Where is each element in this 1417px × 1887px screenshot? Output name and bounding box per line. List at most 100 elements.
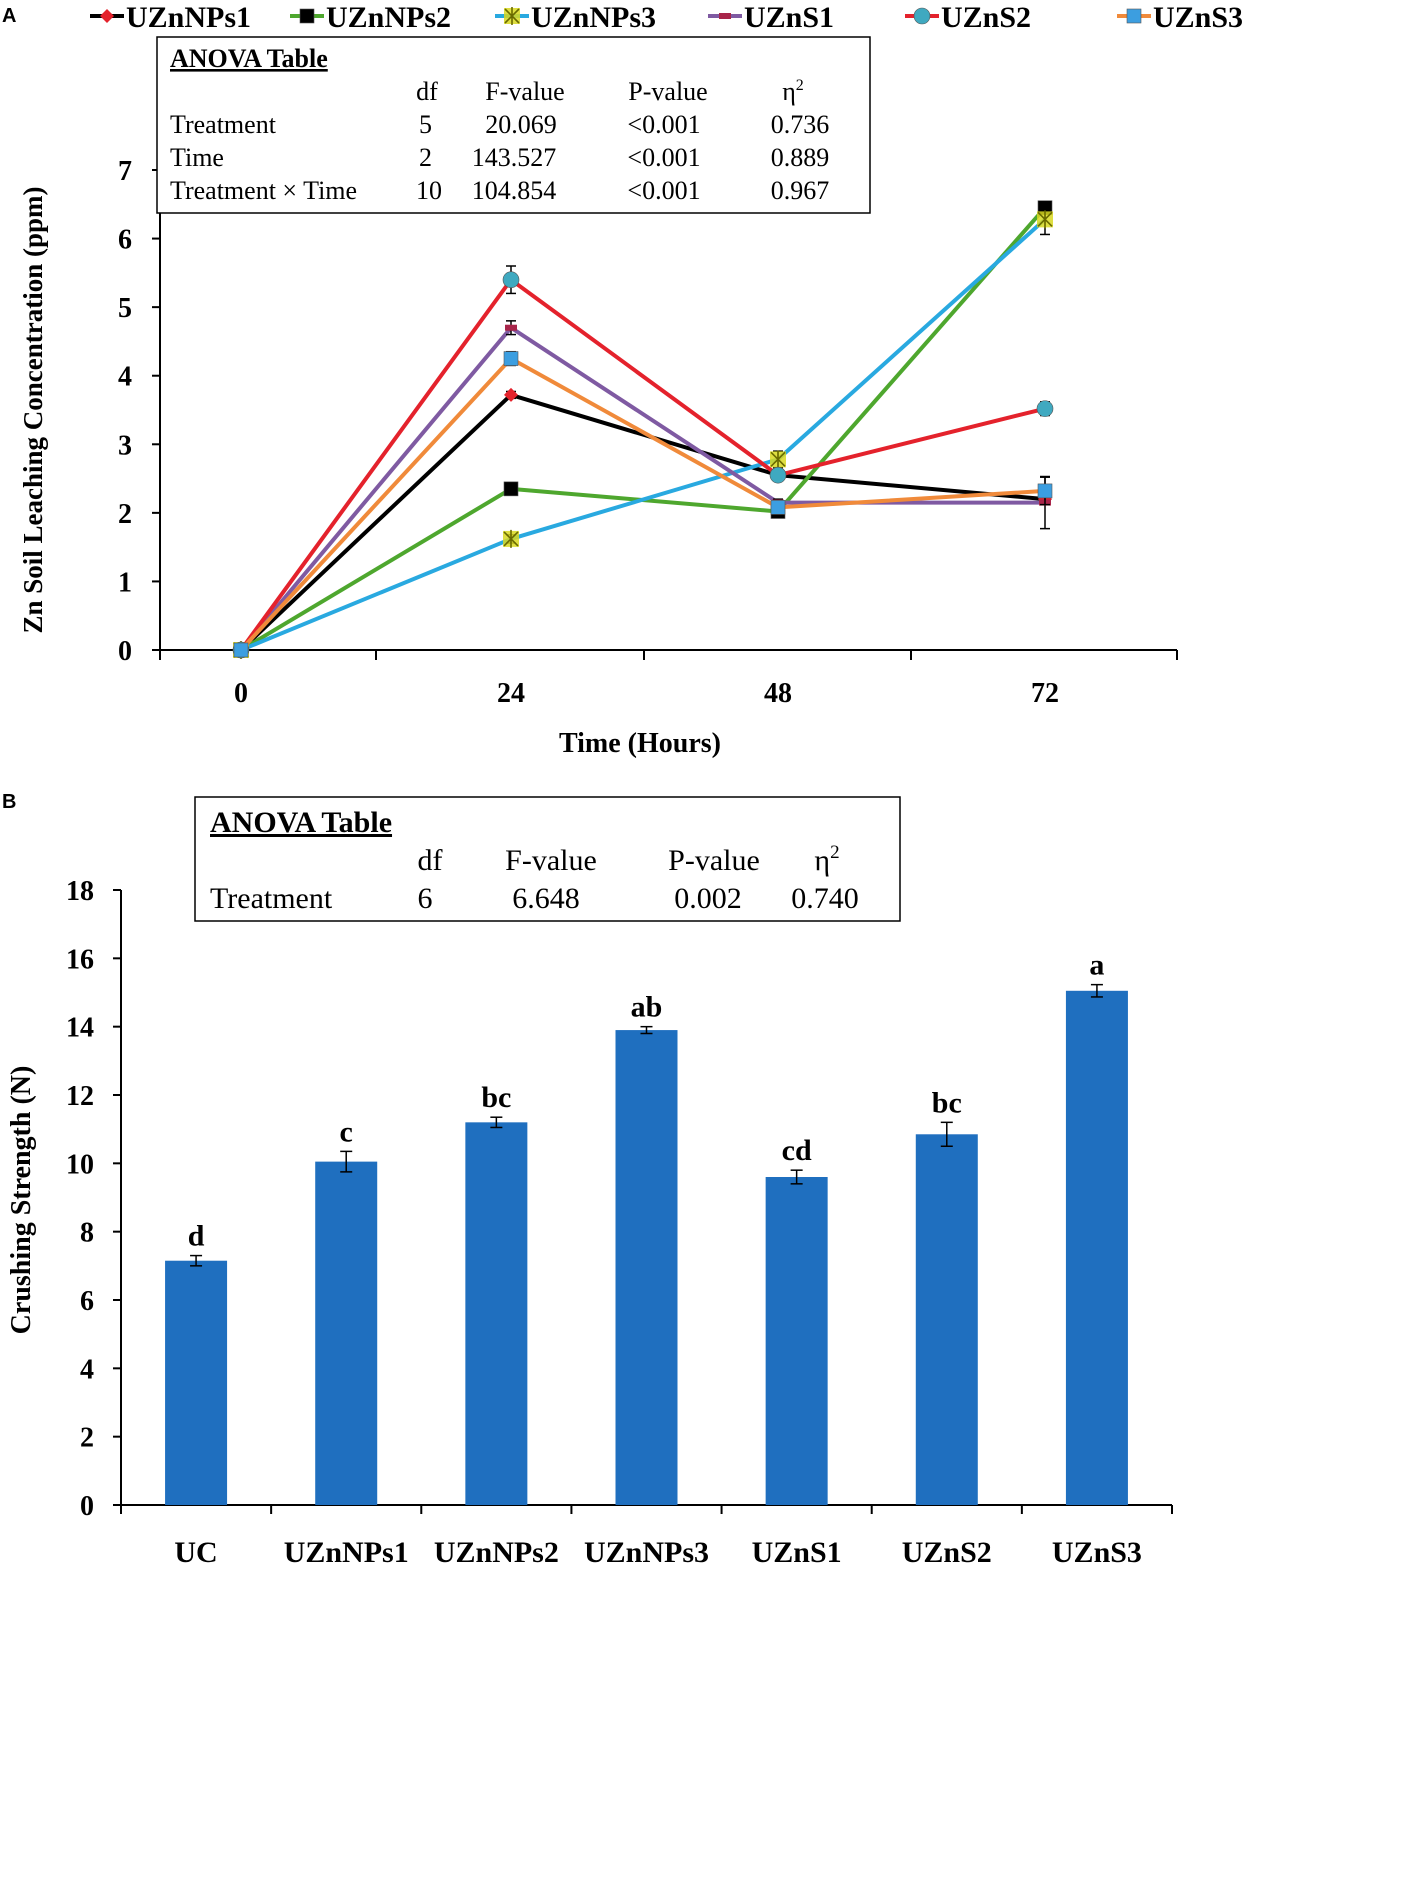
data-point — [233, 642, 249, 658]
data-point — [770, 450, 786, 469]
y-axis-title-a: Zn Soil Leaching Concentration (ppm) — [18, 186, 48, 633]
marker-star — [1037, 210, 1053, 229]
marker-circle — [913, 7, 931, 25]
bar — [165, 1260, 228, 1505]
y-tick-label: 1 — [118, 567, 132, 598]
anova-col-df-a: df — [416, 77, 438, 106]
marker-bar — [505, 324, 517, 331]
legend-label: UZnNPs2 — [326, 1, 451, 34]
y-tick-label: 16 — [66, 944, 94, 975]
anova-box-a — [156, 36, 871, 214]
anova-title-a: ANOVA Table — [170, 44, 328, 73]
anova-row-p: <0.001 — [627, 110, 700, 139]
legend-marker — [913, 7, 931, 25]
y-tick-label: 0 — [80, 1491, 94, 1522]
y-tick-label: 6 — [118, 225, 132, 256]
bar-group: a — [1065, 949, 1128, 1505]
y-tick-label: 7 — [118, 156, 132, 187]
marker-star — [503, 529, 519, 548]
x-tick-label: UC — [174, 1536, 217, 1569]
data-point — [503, 351, 519, 366]
bar-group: bc — [915, 1086, 978, 1505]
legend-label: UZnS1 — [744, 1, 834, 34]
legend-item: UZnS3 — [1117, 1, 1243, 34]
y-tick-label: 12 — [66, 1081, 94, 1112]
anova-row-f-b: 6.648 — [512, 882, 580, 915]
x-tick-label: 0 — [234, 678, 248, 709]
marker-square — [503, 351, 519, 366]
legend-item: UZnS1 — [708, 1, 834, 34]
bars-group-b: d c bc ab cd bc a — [165, 949, 1128, 1505]
anova-title-b: ANOVA Table — [210, 806, 392, 839]
legend-item: UZnNPs2 — [290, 1, 451, 34]
data-point — [1037, 210, 1053, 229]
anova-row-eta: 0.967 — [771, 176, 830, 205]
data-point — [770, 500, 786, 515]
y-ticks-a: 0 1 2 3 4 5 6 7 — [118, 156, 160, 667]
series-group-a — [232, 200, 1054, 659]
legend-marker — [504, 7, 520, 25]
data-point — [503, 481, 519, 497]
marker-star — [770, 450, 786, 469]
marker-square — [770, 500, 786, 515]
bar-group: cd — [765, 1134, 828, 1505]
legend-marker — [1126, 8, 1142, 24]
anova-row-df-b: 6 — [418, 882, 433, 915]
bar — [1065, 990, 1128, 1505]
anova-row-df: 2 — [419, 143, 432, 172]
legend-item: UZnNPs1 — [90, 1, 251, 34]
significance-letter: bc — [932, 1086, 962, 1119]
series-line — [239, 277, 1046, 652]
anova-row-eta: 0.889 — [771, 143, 830, 172]
panel-label-b: B — [2, 791, 16, 813]
series-line — [239, 325, 1045, 652]
eta-base-a: η — [782, 77, 796, 106]
anova-row-source-b: Treatment — [210, 882, 333, 915]
significance-letter: d — [188, 1220, 205, 1253]
y-ticks-b: 0 2 4 6 8 10 12 14 16 18 — [66, 876, 121, 1522]
marker-diamond — [100, 9, 114, 23]
x-tick-label: UZnNPs3 — [584, 1536, 709, 1569]
y-tick-label: 5 — [118, 293, 132, 324]
eta-sup-b: 2 — [830, 842, 840, 863]
y-tick-label: 4 — [80, 1354, 94, 1385]
data-point — [505, 324, 517, 331]
bar-group: d — [165, 1220, 228, 1505]
eta-sup-a: 2 — [796, 77, 804, 94]
anova-row-df: 10 — [416, 176, 442, 205]
panel-label-a: A — [2, 5, 16, 27]
data-point — [502, 271, 520, 289]
bar-group: c — [315, 1115, 378, 1505]
anova-col-p-b: P-value — [668, 844, 760, 877]
anova-row-p: <0.001 — [627, 143, 700, 172]
anova-col-p-a: P-value — [628, 77, 707, 106]
bar — [465, 1122, 528, 1505]
eta-base-b: η — [814, 844, 830, 877]
anova-row-source: Treatment — [170, 110, 277, 139]
bar — [915, 1134, 978, 1505]
x-tick-label: 48 — [764, 678, 792, 709]
x-axis-title-a: Time (Hours) — [559, 728, 721, 759]
x-tick-label: UZnNPs1 — [284, 1536, 409, 1569]
legend-marker — [100, 9, 114, 23]
anova-table-b: ANOVA Table df F-value P-value η2 Treatm… — [194, 796, 901, 922]
y-tick-label: 14 — [66, 1013, 94, 1044]
legend-label: UZnS2 — [941, 1, 1031, 34]
series-uznnps3 — [233, 203, 1053, 659]
anova-row-source: Treatment × Time — [170, 176, 357, 205]
marker-square — [1037, 483, 1053, 499]
significance-letter: a — [1089, 949, 1104, 982]
marker-bar — [719, 13, 731, 19]
panel-a: A UZnNPs1 UZnNPs2 UZnNPs3 UZnS1 UZnS2 UZnS3 0… — [2, 1, 1243, 759]
x-tick-label: UZnS3 — [1052, 1536, 1142, 1569]
significance-letter: cd — [782, 1134, 812, 1167]
marker-circle — [1036, 400, 1054, 417]
legend-label: UZnS3 — [1153, 1, 1243, 34]
anova-col-eta-a: η2 — [782, 77, 804, 106]
anova-row-eta: 0.736 — [771, 110, 830, 139]
x-tick-label: UZnS2 — [902, 1536, 992, 1569]
x-ticks-b: UC UZnNPs1 UZnNPs2 UZnNPs3 UZnS1 UZnS2 UZnS3 — [120, 1505, 1173, 1569]
bar — [615, 1030, 678, 1505]
bar-group: ab — [615, 991, 678, 1505]
